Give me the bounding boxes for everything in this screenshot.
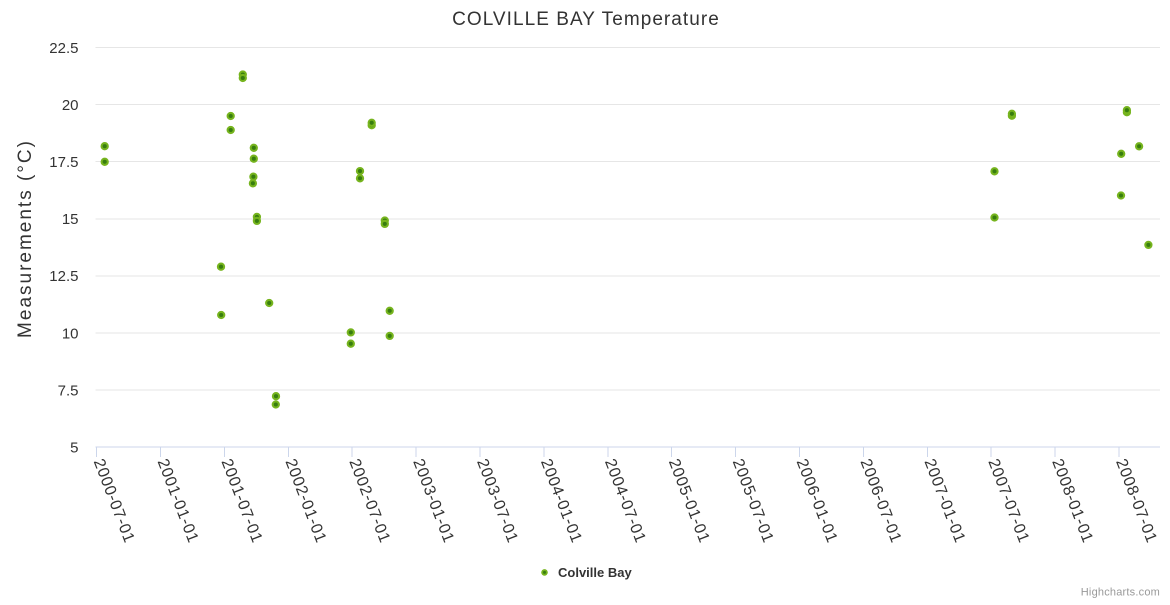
- svg-text:7.5: 7.5: [58, 382, 79, 399]
- svg-text:COLVILLE BAY Temperature: COLVILLE BAY Temperature: [452, 9, 720, 30]
- svg-text:Highcharts.com: Highcharts.com: [1081, 587, 1160, 599]
- svg-text:Colville Bay: Colville Bay: [558, 565, 632, 580]
- svg-text:15: 15: [62, 211, 79, 228]
- svg-text:22.5: 22.5: [49, 40, 78, 57]
- svg-text:17.5: 17.5: [49, 154, 78, 171]
- svg-text:Measurements (°C): Measurements (°C): [15, 139, 36, 338]
- svg-text:10: 10: [62, 325, 79, 342]
- svg-text:5: 5: [70, 440, 78, 457]
- svg-text:20: 20: [62, 97, 79, 114]
- svg-text:12.5: 12.5: [49, 268, 78, 285]
